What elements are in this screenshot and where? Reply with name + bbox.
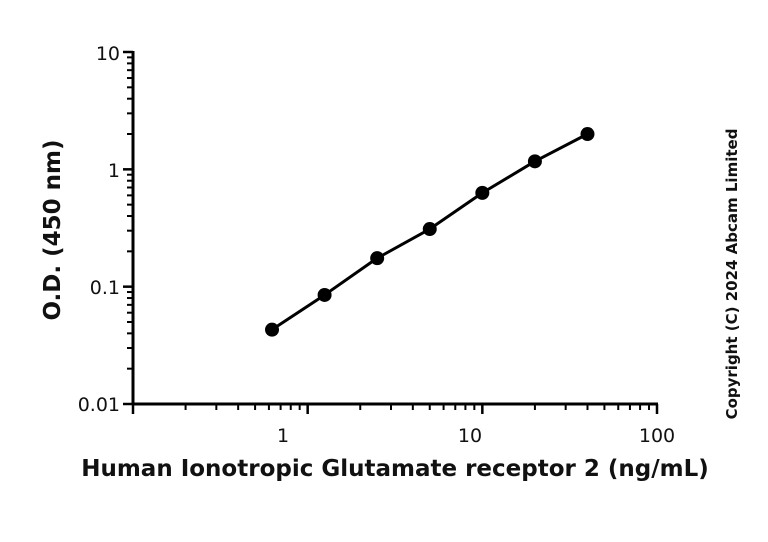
y-axis: 0.01 0.1 1 10 O.D. (450 nm) xyxy=(40,43,135,416)
x-axis-title: Human Ionotropic Glutamate receptor 2 (n… xyxy=(81,456,709,482)
x-tick-label-100: 100 xyxy=(639,425,675,447)
y-tick-label-0.01: 0.01 xyxy=(78,394,120,416)
data-point xyxy=(527,154,542,169)
x-ticks xyxy=(131,404,659,414)
data-point xyxy=(475,185,490,200)
x-axis: 1 10 100 Human Ionotropic Glutamate rece… xyxy=(81,402,709,482)
data-point xyxy=(422,222,437,237)
y-tick-label-1: 1 xyxy=(108,160,120,182)
x-tick-label-10: 10 xyxy=(458,425,482,447)
copyright-text: Copyright (C) 2024 Abcam Limited xyxy=(723,129,741,420)
x-tick-label-1: 1 xyxy=(277,425,289,447)
y-axis-title: O.D. (450 nm) xyxy=(40,139,66,320)
series-layer xyxy=(265,127,595,337)
data-point xyxy=(317,287,332,302)
y-ticks xyxy=(123,50,133,406)
y-tick-label-10: 10 xyxy=(96,43,120,65)
data-point xyxy=(580,127,595,142)
data-point xyxy=(265,322,280,337)
y-tick-label-0.1: 0.1 xyxy=(90,277,120,299)
data-point xyxy=(370,251,385,266)
